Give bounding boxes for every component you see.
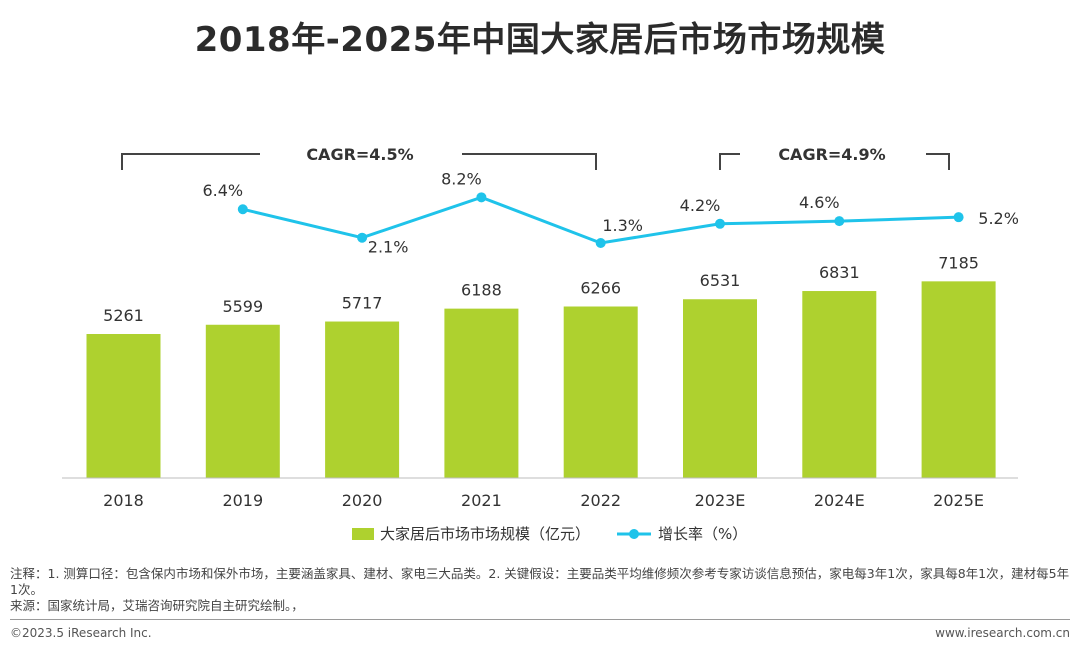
bracket-left: [121, 153, 260, 170]
bracket-right: [462, 153, 597, 170]
growth-line: [242, 195, 959, 245]
growth-point-2024E: [834, 216, 845, 227]
bar-label-2020: 5717: [342, 294, 383, 313]
growth-label-2019: 6.4%: [202, 181, 243, 200]
x-tick-2019: 2019: [222, 491, 263, 510]
x-tick-2020: 2020: [342, 491, 383, 510]
legend-line-marker: [629, 529, 639, 539]
chart-canvas: CAGR=4.5% CAGR=4.9% 5261 5599 5717 6188 6266 6…: [62, 145, 1019, 543]
growth-label-2021: 8.2%: [441, 169, 482, 188]
growth-value-labels: 6.4% 2.1% 8.2% 1.3% 4.2% 4.6% 5.2%: [202, 169, 1018, 256]
bar-series: [86, 281, 996, 478]
x-tick-2022: 2022: [580, 491, 621, 510]
bar-2021: [444, 308, 519, 478]
growth-label-2024E: 4.6%: [799, 193, 840, 212]
legend: 大家居后市场市场规模（亿元） 增长率（%）: [352, 525, 747, 543]
cagr-text-1: CAGR=4.5%: [306, 145, 413, 164]
bar-label-2022: 6266: [580, 278, 621, 297]
cagr-bracket-2: CAGR=4.9%: [719, 145, 950, 170]
cagr-brackets: CAGR=4.5% CAGR=4.9%: [121, 145, 950, 170]
bracket-right: [926, 153, 950, 170]
bar-label-2025E: 7185: [938, 253, 979, 272]
growth-label-2022: 1.3%: [602, 216, 643, 235]
legend-line-label: 增长率（%）: [658, 525, 747, 543]
x-tick-2023E: 2023E: [695, 491, 746, 510]
bar-2025E: [921, 281, 996, 478]
cagr-bracket-1: CAGR=4.5%: [121, 145, 597, 170]
growth-point-2022: [595, 237, 606, 248]
growth-label-2025E: 5.2%: [978, 209, 1019, 228]
legend-bar-label: 大家居后市场市场规模（亿元）: [380, 525, 590, 543]
bar-2018: [86, 334, 161, 478]
footer-divider: [10, 619, 1070, 620]
bar-label-2018: 5261: [103, 306, 144, 325]
bar-2019: [205, 324, 280, 478]
website-link[interactable]: www.iresearch.com.cn: [935, 626, 1070, 640]
bar-label-2021: 6188: [461, 281, 502, 300]
bracket-left: [719, 153, 740, 170]
copyright-text: ©2023.5 iResearch Inc.: [10, 626, 152, 640]
bar-2024E: [802, 291, 877, 478]
growth-point-2019: [237, 204, 248, 215]
growth-point-2021: [476, 192, 487, 203]
x-tick-2025E: 2025E: [933, 491, 984, 510]
bar-2023E: [683, 299, 757, 478]
growth-point-2023E: [715, 218, 725, 229]
x-tick-2021: 2021: [461, 491, 502, 510]
growth-label-2023E: 4.2%: [680, 196, 721, 215]
x-tick-labels: 2018 2019 2020 2021 2022 2023E 2024E 2025E: [103, 491, 984, 510]
bar-2020: [325, 321, 400, 478]
growth-point-2025E: [953, 212, 964, 223]
x-tick-2018: 2018: [103, 491, 144, 510]
growth-label-2020: 2.1%: [368, 238, 409, 257]
bar-label-2024E: 6831: [819, 263, 860, 282]
growth-line-series: [237, 192, 964, 248]
legend-bar-swatch: [352, 528, 374, 540]
bar-2022: [563, 306, 638, 478]
chart-title: 2018年-2025年中国大家居后市场市场规模: [194, 20, 886, 60]
growth-point-2020: [357, 232, 368, 243]
x-tick-2024E: 2024E: [814, 491, 865, 510]
chart-note: 注释：1. 测算口径：包含保内市场和保外市场，主要涵盖家具、建材、家电三大品类。…: [10, 566, 1070, 597]
cagr-text-2: CAGR=4.9%: [778, 145, 885, 164]
bar-label-2023E: 6531: [700, 271, 741, 290]
bar-value-labels: 5261 5599 5717 6188 6266 6531 6831 7185: [103, 253, 979, 325]
bar-label-2019: 5599: [222, 297, 263, 316]
chart-source: 来源：国家统计局，艾瑞咨询研究院自主研究绘制。，: [10, 598, 304, 613]
